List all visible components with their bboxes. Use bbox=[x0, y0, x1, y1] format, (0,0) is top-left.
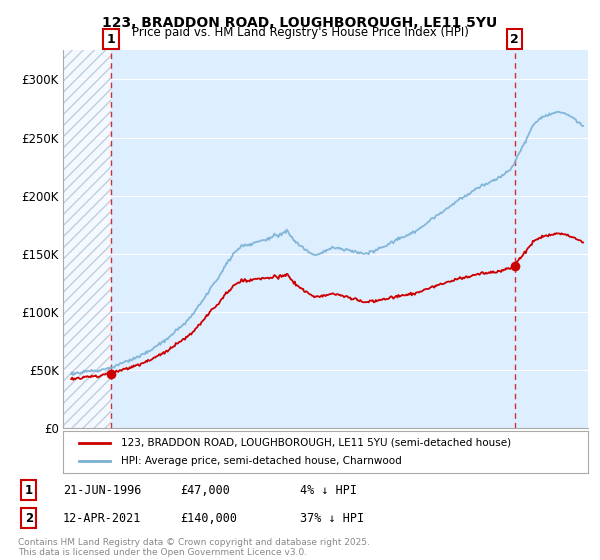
Text: 1: 1 bbox=[25, 483, 33, 497]
Text: 2: 2 bbox=[510, 33, 519, 46]
Text: Price paid vs. HM Land Registry's House Price Index (HPI): Price paid vs. HM Land Registry's House … bbox=[131, 26, 469, 39]
Text: £140,000: £140,000 bbox=[180, 511, 237, 525]
Bar bbox=[63, 50, 111, 428]
Text: HPI: Average price, semi-detached house, Charnwood: HPI: Average price, semi-detached house,… bbox=[121, 456, 401, 466]
Text: 37% ↓ HPI: 37% ↓ HPI bbox=[300, 511, 364, 525]
Text: 12-APR-2021: 12-APR-2021 bbox=[63, 511, 142, 525]
Text: 1: 1 bbox=[107, 33, 116, 46]
Text: £47,000: £47,000 bbox=[180, 483, 230, 497]
Text: 4% ↓ HPI: 4% ↓ HPI bbox=[300, 483, 357, 497]
Text: Contains HM Land Registry data © Crown copyright and database right 2025.
This d: Contains HM Land Registry data © Crown c… bbox=[18, 538, 370, 557]
Text: 123, BRADDON ROAD, LOUGHBOROUGH, LE11 5YU: 123, BRADDON ROAD, LOUGHBOROUGH, LE11 5Y… bbox=[103, 16, 497, 30]
Text: 21-JUN-1996: 21-JUN-1996 bbox=[63, 483, 142, 497]
Text: 2: 2 bbox=[25, 511, 33, 525]
Text: 123, BRADDON ROAD, LOUGHBOROUGH, LE11 5YU (semi-detached house): 123, BRADDON ROAD, LOUGHBOROUGH, LE11 5Y… bbox=[121, 438, 511, 448]
